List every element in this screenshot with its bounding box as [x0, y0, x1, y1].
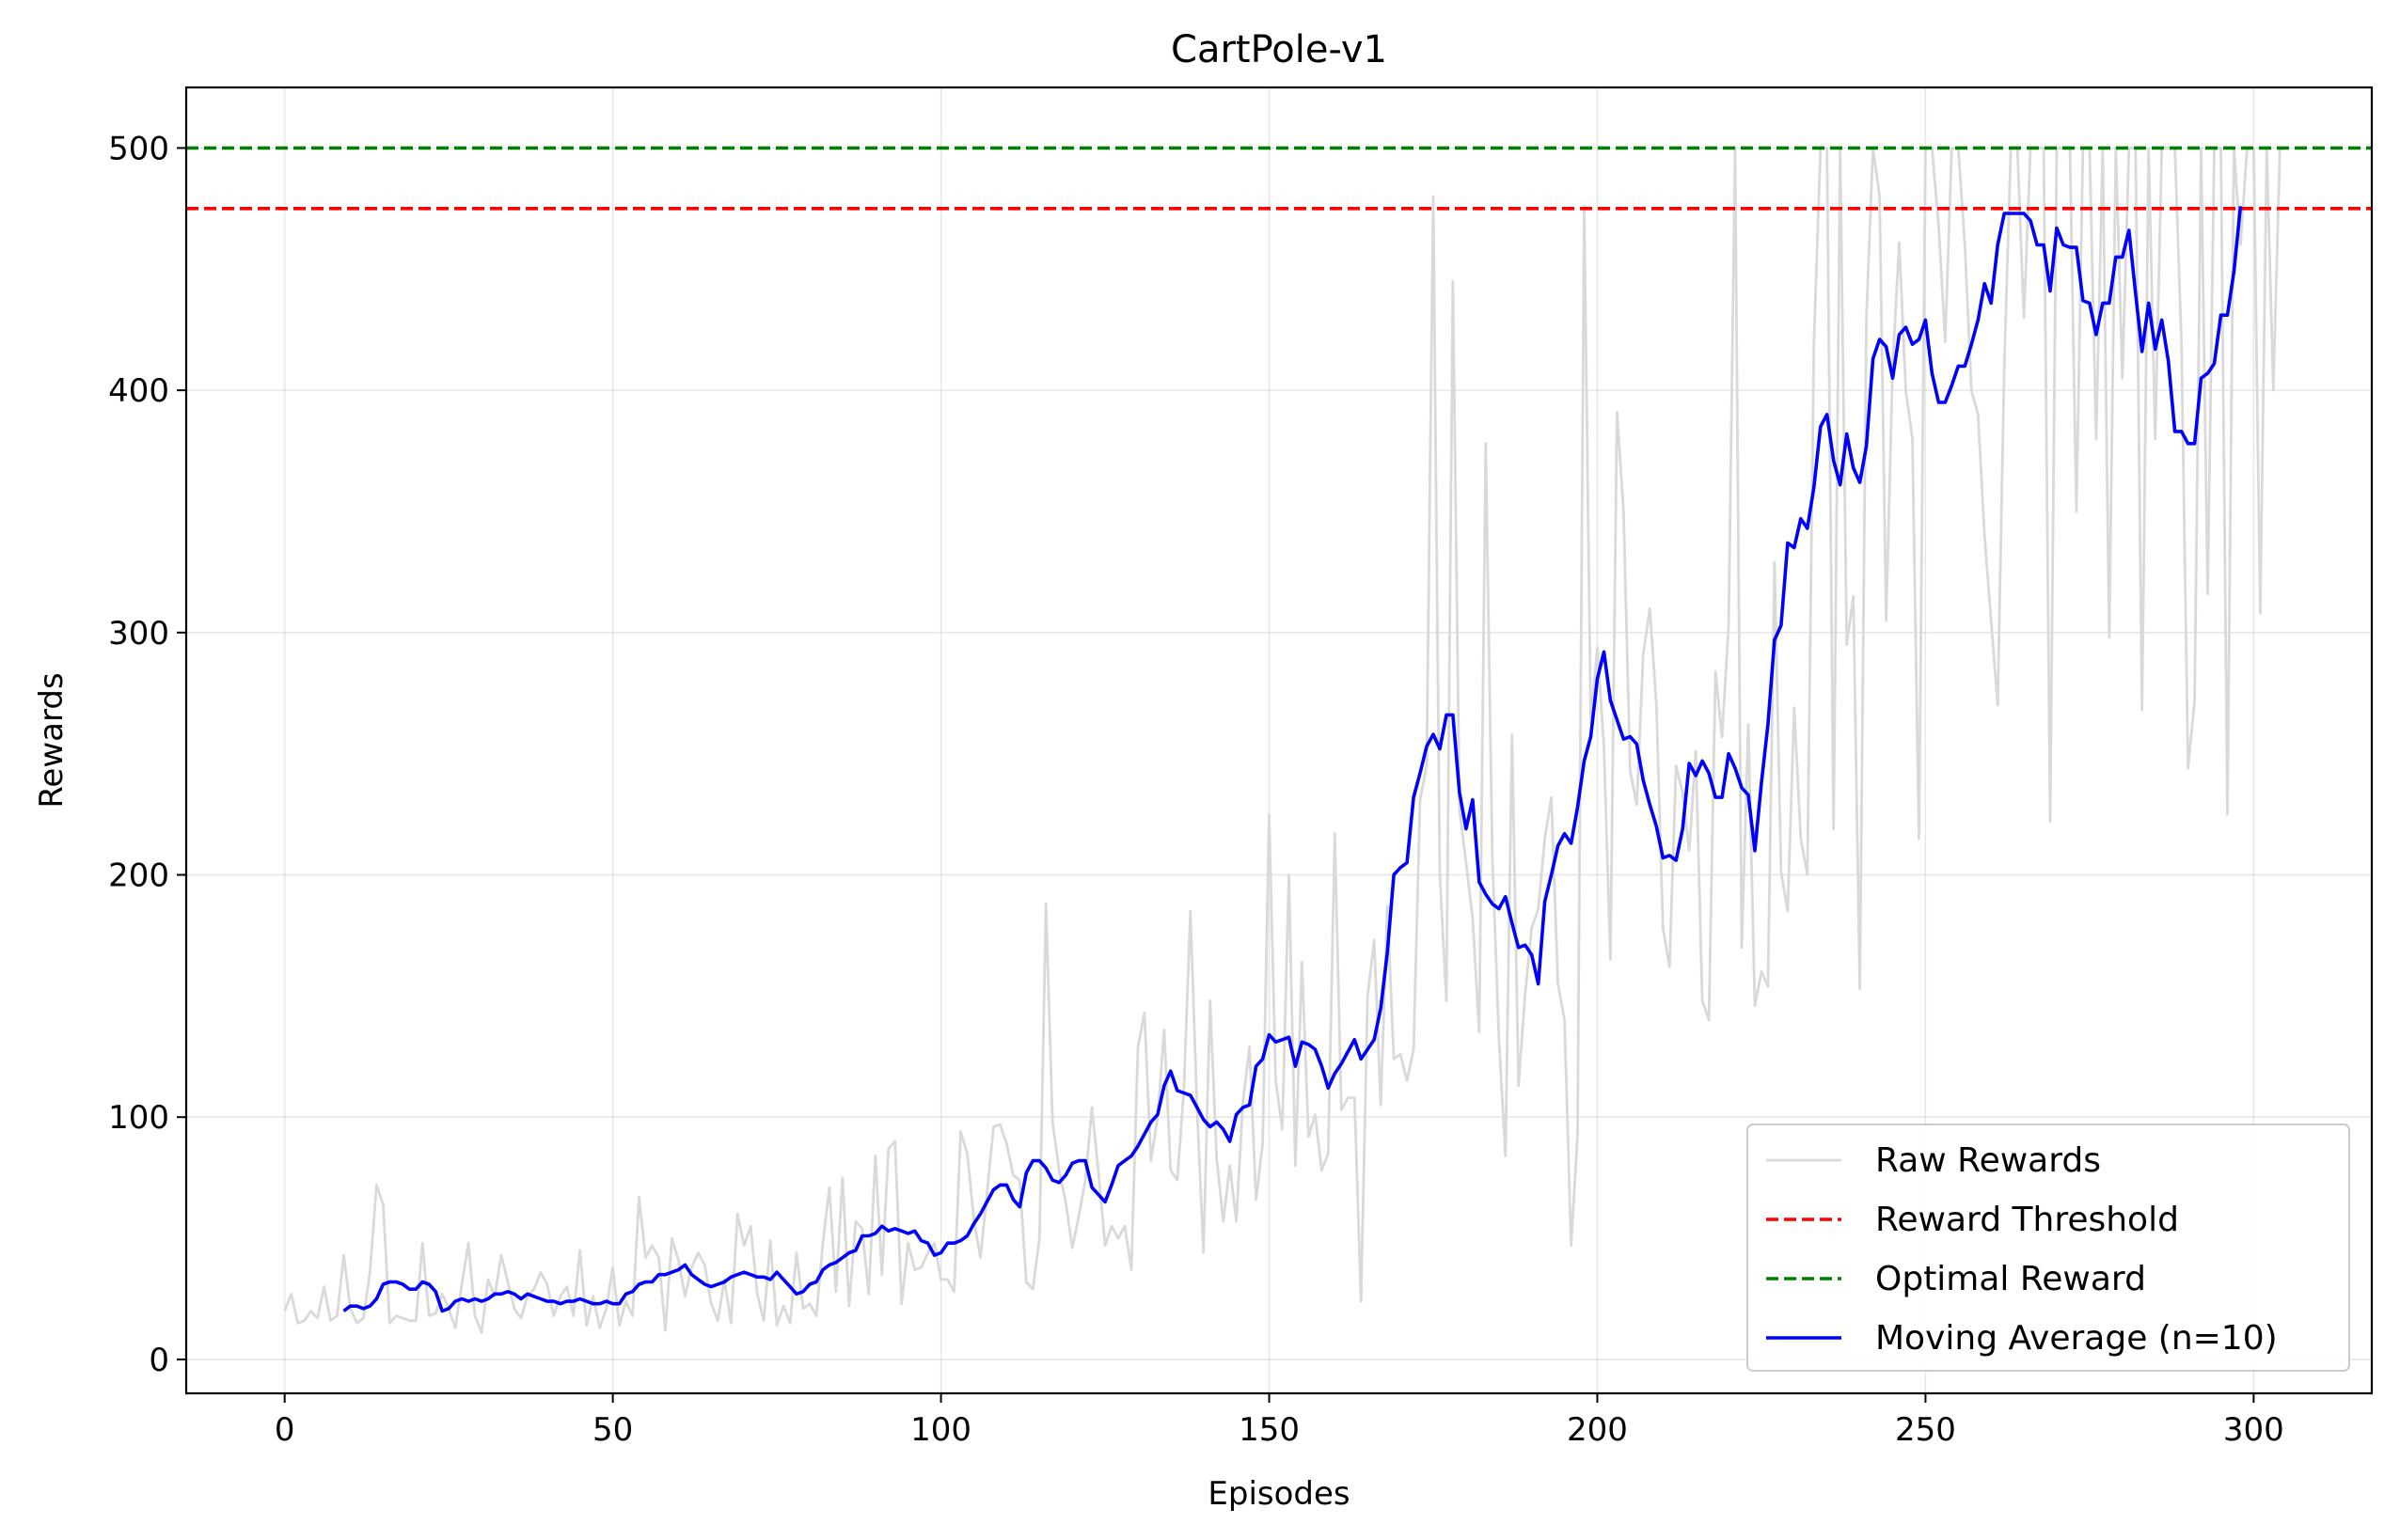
x-tick-label: 250 [1895, 1411, 1956, 1449]
legend-entry-optimal-reward: Optimal Reward [1766, 1260, 2146, 1298]
x-tick-label: 150 [1239, 1411, 1300, 1449]
series-raw-rewards-line [283, 146, 2287, 1334]
legend-entry-raw-rewards: Raw Rewards [1766, 1141, 2101, 1180]
x-axis-label: Episodes [1208, 1475, 1350, 1513]
legend-box [1746, 1124, 2350, 1372]
legend-entry-reward-threshold: Reward Threshold [1766, 1201, 2179, 1239]
legend-label: Optimal Reward [1875, 1260, 2146, 1298]
legend: Raw Rewards Reward Threshold Optimal Rewar… [1746, 1124, 2350, 1372]
y-tick-label: 200 [108, 857, 169, 895]
series-group [186, 146, 2372, 1334]
x-tick-label: 0 [275, 1411, 295, 1449]
series-moving-average-n-10-line [342, 206, 2243, 1313]
grid [186, 87, 2372, 1393]
y-axis-label: Rewards [33, 672, 71, 808]
y-tick-label: 100 [108, 1099, 169, 1137]
y-tick-label: 500 [108, 130, 169, 167]
plot-frame [184, 86, 2374, 1395]
legend-entry-moving-average-n-10: Moving Average (n=10) [1766, 1319, 2278, 1358]
y-tick-label: 300 [108, 615, 169, 652]
ticks: 0 50 100 150 200 250 300 0 100 200 300 400 500 [108, 130, 2284, 1449]
chart-title: CartPole-v1 [1171, 28, 1387, 71]
x-tick-label: 300 [2223, 1411, 2284, 1449]
x-tick-label: 50 [592, 1411, 633, 1449]
legend-label: Reward Threshold [1875, 1201, 2179, 1239]
x-tick-label: 200 [1567, 1411, 1628, 1449]
legend-label: Moving Average (n=10) [1875, 1319, 2278, 1358]
y-tick-label: 400 [108, 372, 169, 410]
x-tick-label: 100 [910, 1411, 971, 1449]
legend-label: Raw Rewards [1875, 1141, 2101, 1180]
y-tick-label: 0 [149, 1342, 169, 1379]
